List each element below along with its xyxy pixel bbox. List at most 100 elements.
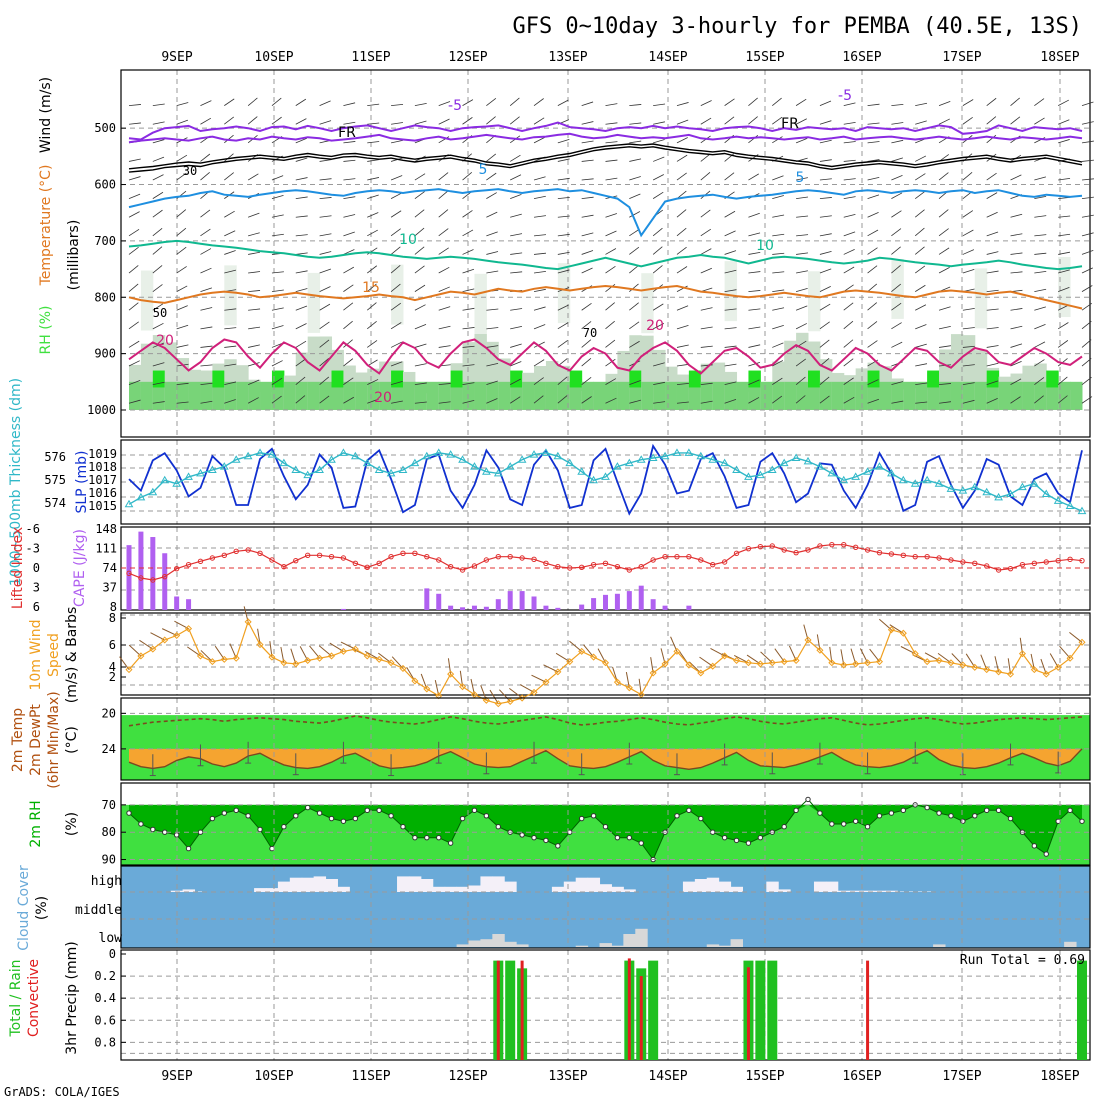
upper-wind-barb bbox=[700, 172, 711, 181]
thickness-marker bbox=[791, 453, 801, 461]
upper-wind-barb bbox=[1057, 395, 1068, 404]
cloud-high-bar bbox=[575, 877, 589, 892]
upper-wind-barb bbox=[1081, 232, 1094, 237]
upper-wind-barb bbox=[152, 246, 163, 255]
wind-barb bbox=[879, 618, 892, 631]
precip-total-bar bbox=[648, 960, 659, 1060]
rh-shade-band bbox=[891, 381, 904, 410]
lifted-index-marker bbox=[936, 555, 942, 561]
wind-speed-marker bbox=[566, 658, 574, 666]
wind-speed-marker bbox=[578, 647, 586, 655]
rh-shade-band bbox=[962, 381, 976, 410]
thickness-marker bbox=[172, 479, 182, 487]
cape-bar bbox=[186, 599, 192, 610]
cape-tick-label: 37 bbox=[103, 581, 117, 595]
thickness-marker bbox=[148, 487, 158, 496]
x-tick-label-bottom: 12SEP bbox=[448, 1069, 487, 1084]
rh-shade-band bbox=[974, 381, 988, 410]
x-tick-label-bottom: 11SEP bbox=[351, 1069, 390, 1084]
wind-barb bbox=[746, 654, 761, 665]
upper-wind-barb bbox=[510, 271, 523, 274]
wind-barb bbox=[774, 648, 785, 662]
wind-speed-marker bbox=[685, 661, 693, 669]
upper-wind-barb bbox=[605, 141, 618, 144]
upper-wind-barb bbox=[486, 380, 498, 386]
rh-shade-band bbox=[224, 265, 237, 326]
upper-wind-barb bbox=[390, 361, 403, 367]
wind-speed-marker bbox=[375, 655, 383, 663]
isotherm-line bbox=[128, 239, 1083, 271]
upper-wind-barb bbox=[343, 231, 355, 237]
lifted-index-line bbox=[128, 544, 1083, 581]
upper-wind-barb bbox=[1058, 119, 1070, 125]
thickness-marker bbox=[684, 448, 694, 456]
upper-wind-barb bbox=[1058, 251, 1071, 255]
upper-wind-barb bbox=[652, 174, 664, 181]
lifted-index-marker bbox=[650, 557, 656, 563]
precip-panel: 0.8 0.6 0.4 0.2 0 Run Total = 0.69 Total / Rai… bbox=[8, 941, 1091, 1061]
upper-wind-barb bbox=[271, 97, 282, 106]
upper-wind-barb bbox=[414, 401, 427, 404]
wind-barb bbox=[889, 624, 904, 634]
wind-barb bbox=[139, 639, 154, 650]
wind-speed-marker bbox=[864, 659, 872, 667]
upper-wind-barb bbox=[795, 98, 807, 106]
lifted-index-marker bbox=[710, 561, 716, 568]
upper-wind-barb bbox=[891, 302, 902, 311]
wind-speed-marker bbox=[625, 684, 633, 692]
rh-marker bbox=[948, 813, 954, 819]
upper-wind-barb bbox=[343, 249, 355, 255]
rh-shade-band bbox=[438, 381, 452, 410]
thickness-marker bbox=[362, 458, 372, 467]
wind-barb bbox=[299, 646, 309, 661]
thickness-marker bbox=[887, 468, 896, 477]
rh-shade-band bbox=[879, 381, 892, 410]
upper-wind-barb bbox=[390, 246, 401, 255]
upper-wind-barb bbox=[748, 271, 761, 274]
cloud-low-bar bbox=[492, 934, 505, 947]
upper-wind-barb bbox=[176, 401, 189, 404]
upper-wind-barb bbox=[486, 345, 499, 348]
wind-speed-marker bbox=[554, 668, 562, 676]
upper-wind-barb bbox=[605, 230, 617, 237]
axis-label: Speed bbox=[46, 633, 62, 677]
wind-speed-marker bbox=[470, 691, 478, 699]
wind-barb bbox=[734, 654, 749, 664]
rh-marker bbox=[471, 807, 478, 814]
upper-wind-barb bbox=[748, 397, 760, 404]
li-tick-label: 0 bbox=[33, 561, 40, 575]
panel-frame bbox=[120, 865, 1091, 949]
chart-title: GFS 0~10day 3-hourly for PEMBA (40.5E, 1… bbox=[512, 14, 1082, 39]
wind-speed-marker bbox=[530, 688, 538, 696]
rh-shade-band bbox=[843, 381, 857, 410]
rh-shade-band bbox=[450, 381, 464, 410]
cape-bar bbox=[662, 605, 668, 610]
upper-wind-barb bbox=[343, 302, 354, 311]
rh-marker bbox=[233, 807, 239, 814]
upper-wind-barb bbox=[319, 303, 331, 311]
upper-wind-barb bbox=[271, 360, 283, 367]
wind-speed-marker bbox=[721, 652, 729, 660]
rh-shade-band bbox=[307, 272, 321, 333]
isotherm-label: 5 bbox=[479, 162, 488, 178]
upper-wind-barb bbox=[748, 173, 759, 181]
thickness-marker bbox=[720, 458, 729, 467]
upper-wind-barb bbox=[1034, 117, 1045, 125]
upper-wind-barb bbox=[819, 159, 832, 162]
lifted-index-marker bbox=[269, 557, 275, 563]
lifted-index-marker bbox=[185, 561, 192, 568]
upper-wind-barb bbox=[462, 400, 475, 404]
upper-wind-barb bbox=[581, 196, 594, 200]
rh-marker bbox=[543, 837, 549, 844]
rh-panel: 90 80 70 2m RH (%) bbox=[28, 782, 1091, 867]
upper-wind-barb bbox=[605, 122, 618, 125]
x-tick-label-bottom: 15SEP bbox=[745, 1069, 784, 1084]
lifted-index-marker bbox=[793, 549, 799, 556]
cloud-cover-panel: high middle low Cloud Cover (%) bbox=[16, 865, 1091, 951]
lifted-index-marker bbox=[316, 552, 323, 559]
wind-speed-marker bbox=[613, 678, 621, 686]
y-tick-label: 0 bbox=[109, 947, 116, 961]
rh-marker bbox=[400, 824, 406, 830]
thickness-marker bbox=[982, 487, 992, 496]
upper-wind-barb bbox=[224, 116, 235, 125]
